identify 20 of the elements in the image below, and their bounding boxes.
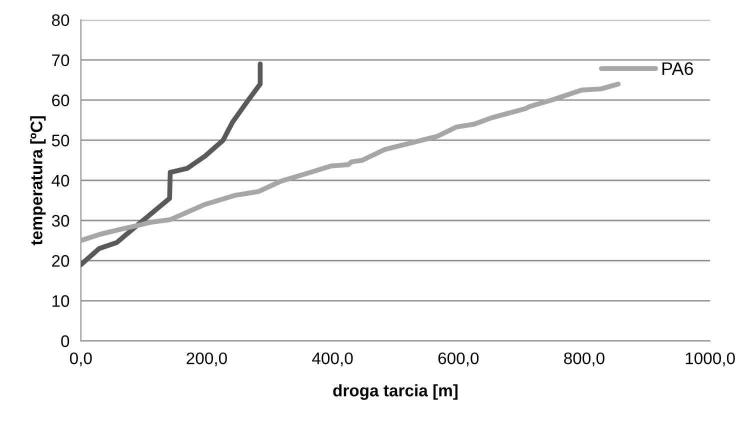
y-tick-label: 0 xyxy=(61,335,70,348)
x-tick-label: 400,0 xyxy=(312,352,353,366)
legend-label: PA6 xyxy=(662,62,694,76)
x-tick-label: 200,0 xyxy=(186,352,227,366)
y-tick-label: 20 xyxy=(52,255,70,267)
y-tick-label: 60 xyxy=(52,94,70,106)
x-tick-label: 600,0 xyxy=(438,352,479,366)
x-tick-label: 0,0 xyxy=(70,352,92,366)
x-axis-title: droga tarcia [m] xyxy=(333,384,458,400)
y-tick-label: 80 xyxy=(52,14,70,26)
line-series xyxy=(80,82,621,243)
x-tick-label: 800,0 xyxy=(564,352,604,366)
y-tick-label: 30 xyxy=(52,214,70,227)
line-series xyxy=(80,62,263,268)
y-tick-label: 50 xyxy=(52,134,70,146)
y-tick-label: 10 xyxy=(52,295,70,307)
y-axis-title: temperatura [ºC] xyxy=(30,116,46,246)
x-tick-label: 1000,0 xyxy=(686,352,735,366)
y-tick-label: 70 xyxy=(52,54,70,66)
y-tick-label: 40 xyxy=(52,174,70,187)
